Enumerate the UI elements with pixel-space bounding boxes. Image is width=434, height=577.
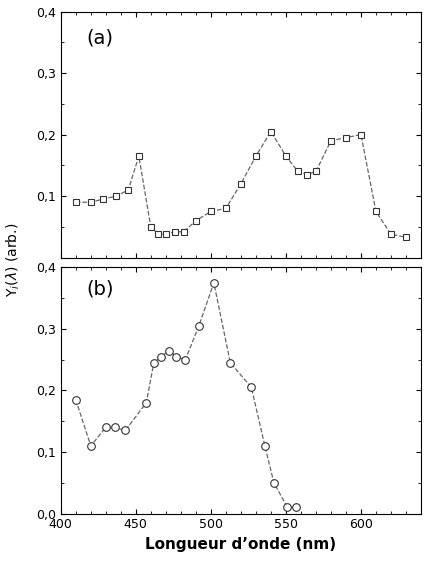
X-axis label: Longueur d’onde (nm): Longueur d’onde (nm) (145, 537, 336, 552)
Text: (a): (a) (86, 29, 113, 48)
Text: Y$_{i}$($\lambda$) (arb.): Y$_{i}$($\lambda$) (arb.) (4, 223, 22, 297)
Text: (b): (b) (86, 280, 113, 299)
